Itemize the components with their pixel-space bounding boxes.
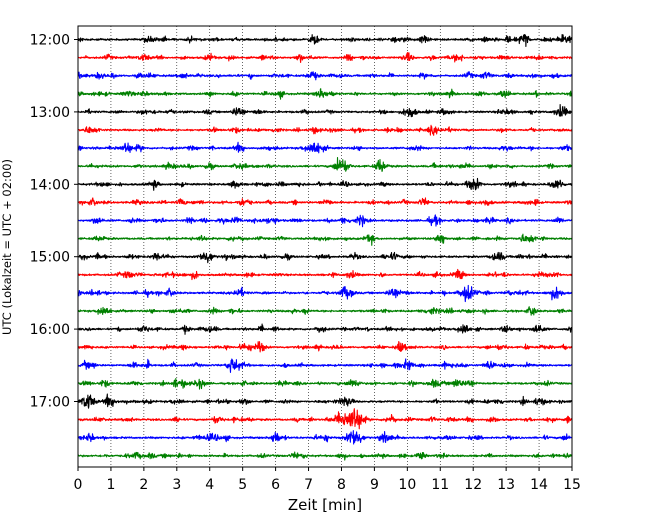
- y-tick-label: 12:00: [30, 33, 70, 49]
- seismogram-traces: [78, 33, 572, 461]
- trace-line: [78, 157, 572, 172]
- x-tick-label: 13: [497, 477, 515, 493]
- plot-frame: [77, 25, 573, 468]
- trace-line: [78, 88, 572, 100]
- x-tick-label: 15: [563, 477, 581, 493]
- y-tick-label: 14:00: [30, 177, 70, 193]
- x-tick-label: 11: [431, 477, 449, 493]
- trace-line: [78, 306, 572, 316]
- trace-line: [78, 323, 572, 335]
- x-tick-label: 0: [74, 477, 83, 493]
- trace-line: [78, 104, 572, 118]
- y-tick-label: 17:00: [30, 395, 70, 411]
- y-axis-ticks: 12:00 13:00 14:00 15:00 16:00 17:00: [30, 33, 78, 411]
- x-axis-label: Zeit [min]: [288, 496, 362, 514]
- trace-line: [78, 393, 572, 409]
- x-tick-label: 8: [337, 477, 346, 493]
- x-tick-label: 6: [271, 477, 280, 493]
- trace-line: [78, 378, 572, 390]
- y-tick-label: 13:00: [30, 105, 70, 121]
- trace-line: [78, 341, 572, 353]
- trace-line: [78, 124, 572, 136]
- trace-line: [78, 451, 572, 461]
- x-tick-label: 9: [370, 477, 379, 493]
- y-tick-label: 15:00: [30, 250, 70, 266]
- trace-line: [78, 233, 572, 246]
- y-tick-label: 16:00: [30, 322, 70, 338]
- x-tick-label: 5: [238, 477, 247, 493]
- trace-line: [78, 408, 572, 430]
- x-axis-ticks: 0 1 2 3 4 5 6 7 8 9 10 11 12 13 14 15: [74, 467, 581, 493]
- trace-line: [78, 71, 572, 81]
- x-tick-label: 10: [398, 477, 416, 493]
- x-tick-label: 12: [464, 477, 482, 493]
- trace-line: [78, 197, 572, 206]
- y-axis-label: UTC (Lokalzeit = UTC + 02:00): [0, 159, 14, 335]
- trace-line: [78, 52, 572, 64]
- trace-line: [78, 268, 572, 281]
- trace-line: [78, 251, 572, 264]
- x-tick-label: 7: [304, 477, 313, 493]
- trace-line: [78, 358, 572, 373]
- trace-line: [78, 214, 572, 228]
- x-tick-label: 4: [205, 477, 214, 493]
- x-tick-label: 3: [172, 477, 181, 493]
- trace-line: [78, 177, 572, 191]
- trace-line: [78, 430, 572, 445]
- x-tick-label: 14: [530, 477, 548, 493]
- x-tick-label: 1: [106, 477, 115, 493]
- trace-line: [78, 284, 572, 303]
- x-tick-label: 2: [139, 477, 148, 493]
- trace-line: [78, 33, 572, 48]
- trace-line: [78, 141, 572, 154]
